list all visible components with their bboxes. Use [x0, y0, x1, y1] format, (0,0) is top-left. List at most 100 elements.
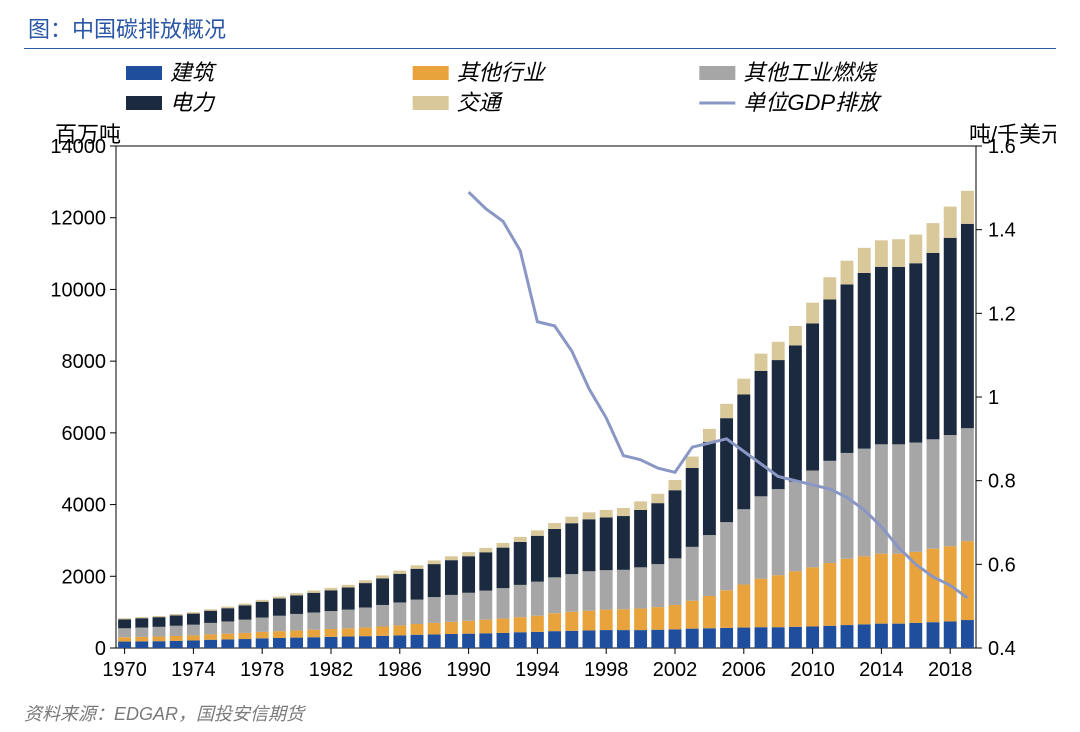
bar-power — [600, 517, 613, 570]
svg-text:1978: 1978 — [240, 659, 285, 681]
bar-other_sectors — [703, 596, 716, 628]
bar-transport — [617, 508, 630, 516]
legend-label: 交通 — [457, 90, 504, 115]
bar-transport — [445, 556, 458, 560]
bar-buildings — [376, 636, 389, 648]
bar-other_industrial — [565, 574, 578, 612]
bar-other_industrial — [342, 610, 355, 629]
bar-transport — [514, 537, 527, 542]
legend-swatch — [699, 66, 735, 80]
bar-transport — [841, 261, 854, 285]
bar-buildings — [497, 633, 510, 648]
bar-power — [548, 529, 561, 577]
bar-transport — [531, 530, 544, 535]
legend-swatch — [413, 96, 449, 110]
bar-power — [325, 590, 338, 611]
bar-transport — [703, 429, 716, 442]
bar-other_sectors — [462, 621, 475, 634]
bar-power — [565, 523, 578, 574]
svg-text:1990: 1990 — [446, 659, 491, 681]
svg-text:10000: 10000 — [50, 279, 106, 301]
bar-other_industrial — [617, 570, 630, 609]
bar-other_sectors — [428, 623, 441, 634]
bar-other_industrial — [290, 614, 303, 630]
bar-power — [445, 560, 458, 595]
bar-buildings — [290, 638, 303, 648]
svg-text:0.6: 0.6 — [988, 554, 1016, 576]
bar-other_sectors — [204, 634, 217, 639]
svg-text:2010: 2010 — [790, 659, 835, 681]
bar-other_sectors — [720, 590, 733, 628]
bar-power — [823, 299, 836, 460]
svg-text:2002: 2002 — [653, 659, 698, 681]
svg-text:0.8: 0.8 — [988, 471, 1016, 493]
bar-buildings — [565, 631, 578, 648]
bar-other_sectors — [669, 605, 682, 629]
bar-transport — [290, 593, 303, 595]
bar-other_sectors — [858, 556, 871, 624]
bar-transport — [651, 494, 664, 503]
bar-other_industrial — [703, 535, 716, 596]
bar-other_industrial — [153, 627, 166, 637]
bar-buildings — [325, 637, 338, 648]
bar-other_industrial — [961, 428, 974, 541]
bar-transport — [789, 326, 802, 345]
legend-swatch — [126, 96, 162, 110]
bar-other_sectors — [290, 630, 303, 637]
bar-other_industrial — [531, 582, 544, 616]
bar-transport — [325, 588, 338, 590]
bar-buildings — [669, 629, 682, 648]
bar-other_sectors — [634, 609, 647, 631]
bar-transport — [875, 240, 888, 267]
svg-text:0: 0 — [95, 638, 106, 660]
bar-other_industrial — [376, 605, 389, 627]
svg-text:2018: 2018 — [928, 659, 973, 681]
bar-buildings — [307, 637, 320, 648]
bar-transport — [686, 457, 699, 468]
bar-transport — [393, 571, 406, 574]
bar-other_industrial — [325, 611, 338, 629]
bar-power — [531, 536, 544, 582]
bar-other_sectors — [479, 620, 492, 634]
bar-transport — [669, 480, 682, 490]
bar-other_sectors — [892, 554, 905, 624]
bar-other_sectors — [187, 635, 200, 640]
bar-other_industrial — [497, 588, 510, 618]
bar-other_industrial — [720, 522, 733, 590]
bar-buildings — [772, 627, 785, 648]
bar-other_sectors — [307, 630, 320, 638]
bar-other_sectors — [221, 634, 234, 640]
bar-power — [342, 587, 355, 609]
bar-other_industrial — [858, 449, 871, 557]
bar-buildings — [548, 631, 561, 648]
bar-other_industrial — [256, 618, 269, 632]
bar-transport — [273, 597, 286, 599]
bar-power — [841, 284, 854, 453]
bar-buildings — [135, 641, 148, 648]
bar-other_industrial — [479, 591, 492, 620]
bar-buildings — [909, 623, 922, 648]
bar-power — [961, 224, 974, 428]
bar-transport — [909, 235, 922, 264]
bar-buildings — [256, 638, 269, 648]
bar-buildings — [823, 626, 836, 648]
bar-other_sectors — [686, 601, 699, 629]
bar-transport — [428, 560, 441, 564]
bar-other_industrial — [239, 620, 252, 633]
bar-other_sectors — [393, 625, 406, 635]
bar-other_industrial — [651, 564, 664, 607]
bar-power — [462, 556, 475, 593]
bar-power — [703, 442, 716, 535]
bar-buildings — [651, 630, 664, 648]
svg-text:2014: 2014 — [859, 659, 904, 681]
bar-power — [617, 516, 630, 570]
bar-power — [686, 468, 699, 547]
bar-transport — [755, 354, 768, 371]
bar-other_industrial — [135, 628, 148, 637]
legend-label: 单位GDP排放 — [743, 90, 882, 115]
legend-label: 建筑 — [170, 60, 217, 85]
bar-other_industrial — [187, 625, 200, 636]
bar-other_sectors — [651, 607, 664, 630]
bar-buildings — [428, 634, 441, 648]
bar-transport — [806, 303, 819, 324]
